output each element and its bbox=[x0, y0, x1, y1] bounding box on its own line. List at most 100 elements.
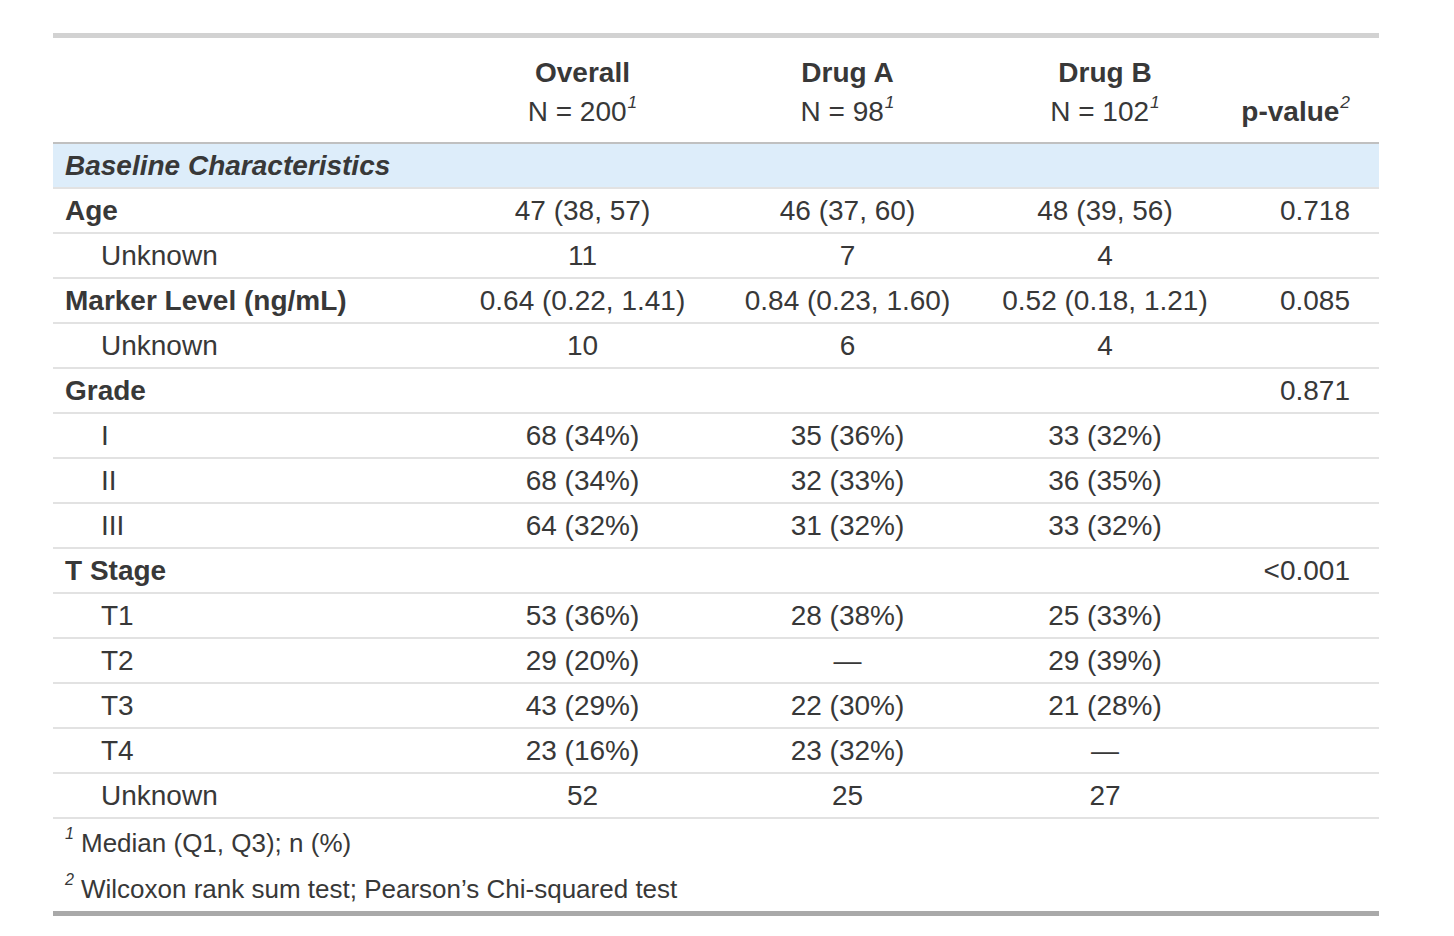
row-label: Age bbox=[53, 188, 450, 233]
stat-cell-overall: 10 bbox=[450, 323, 715, 368]
row-label: Marker Level (ng/mL) bbox=[53, 278, 450, 323]
footnote-row: 2 Wilcoxon rank sum test; Pearson’s Chi-s… bbox=[53, 865, 1379, 914]
row-label: Grade bbox=[53, 368, 450, 413]
p-value-cell bbox=[1230, 233, 1379, 278]
footnote-text: Wilcoxon rank sum test; Pearson’s Chi-sq… bbox=[81, 873, 677, 903]
stat-cell-overall: 29 (20%) bbox=[450, 638, 715, 683]
column-header-overall: Overall N = 2001 bbox=[450, 36, 715, 144]
stat-cell-drug-a: 46 (37, 60) bbox=[715, 188, 980, 233]
stat-cell-overall: 0.64 (0.22, 1.41) bbox=[450, 278, 715, 323]
stat-cell-drug-a: 35 (36%) bbox=[715, 413, 980, 458]
table-row: T3 43 (29%) 22 (30%) 21 (28%) bbox=[53, 683, 1379, 728]
stat-cell-drug-b: 25 (33%) bbox=[980, 593, 1230, 638]
stat-cell-drug-b: 36 (35%) bbox=[980, 458, 1230, 503]
table-row: Grade 0.871 bbox=[53, 368, 1379, 413]
stat-cell-drug-a: 23 (32%) bbox=[715, 728, 980, 773]
stat-cell-drug-a bbox=[715, 548, 980, 593]
stat-cell-drug-a: 31 (32%) bbox=[715, 503, 980, 548]
summary-table: Overall N = 2001 Drug A N = 981 Drug B N… bbox=[53, 33, 1379, 916]
p-value-cell bbox=[1230, 773, 1379, 818]
p-value-cell: 0.718 bbox=[1230, 188, 1379, 233]
stat-cell-overall: 23 (16%) bbox=[450, 728, 715, 773]
stat-cell-overall bbox=[450, 548, 715, 593]
row-label: T2 bbox=[53, 638, 450, 683]
column-header-drug-b: Drug B N = 1021 bbox=[980, 36, 1230, 144]
stat-cell-drug-a: — bbox=[715, 638, 980, 683]
stat-cell-drug-a bbox=[715, 368, 980, 413]
stat-cell-overall: 68 (34%) bbox=[450, 413, 715, 458]
footnote-mark: 1 bbox=[65, 824, 74, 842]
stat-cell-drug-b: 29 (39%) bbox=[980, 638, 1230, 683]
stat-cell-drug-b: — bbox=[980, 728, 1230, 773]
stat-cell-drug-a: 25 bbox=[715, 773, 980, 818]
stat-cell-drug-b: 21 (28%) bbox=[980, 683, 1230, 728]
stat-cell-overall: 52 bbox=[450, 773, 715, 818]
row-label: T Stage bbox=[53, 548, 450, 593]
stat-cell-overall: 47 (38, 57) bbox=[450, 188, 715, 233]
footnote-text: Median (Q1, Q3); n (%) bbox=[81, 827, 351, 857]
p-value-cell bbox=[1230, 593, 1379, 638]
p-value-cell bbox=[1230, 458, 1379, 503]
table-row: III 64 (32%) 31 (32%) 33 (32%) bbox=[53, 503, 1379, 548]
p-value-cell bbox=[1230, 413, 1379, 458]
stat-cell-overall: 64 (32%) bbox=[450, 503, 715, 548]
stat-cell-drug-b bbox=[980, 368, 1230, 413]
column-header-p-value: p-value2 bbox=[1230, 36, 1379, 144]
stat-cell-drug-b bbox=[980, 548, 1230, 593]
p-value-cell: <0.001 bbox=[1230, 548, 1379, 593]
table-footnotes: 1 Median (Q1, Q3); n (%) 2 Wilcoxon rank s… bbox=[53, 818, 1379, 914]
stat-cell-drug-a: 22 (30%) bbox=[715, 683, 980, 728]
table-row: I 68 (34%) 35 (36%) 33 (32%) bbox=[53, 413, 1379, 458]
p-value-cell bbox=[1230, 683, 1379, 728]
stat-cell-overall: 68 (34%) bbox=[450, 458, 715, 503]
column-n: N = 200 bbox=[528, 96, 627, 127]
stat-cell-drug-a: 32 (33%) bbox=[715, 458, 980, 503]
stat-cell-overall: 11 bbox=[450, 233, 715, 278]
table-row: Unknown 11 7 4 bbox=[53, 233, 1379, 278]
column-title: Drug A bbox=[721, 56, 974, 89]
row-label: II bbox=[53, 458, 450, 503]
table-row: II 68 (34%) 32 (33%) 36 (35%) bbox=[53, 458, 1379, 503]
table-row: T Stage <0.001 bbox=[53, 548, 1379, 593]
column-title: Drug B bbox=[986, 56, 1224, 89]
stat-cell-drug-b: 27 bbox=[980, 773, 1230, 818]
row-label: I bbox=[53, 413, 450, 458]
stat-cell-drug-b: 48 (39, 56) bbox=[980, 188, 1230, 233]
stat-cell-drug-a: 6 bbox=[715, 323, 980, 368]
stat-cell-overall: 53 (36%) bbox=[450, 593, 715, 638]
row-label: Unknown bbox=[53, 773, 450, 818]
stat-cell-drug-b: 4 bbox=[980, 323, 1230, 368]
footnote-mark: 1 bbox=[885, 92, 895, 112]
column-title: Overall bbox=[456, 56, 709, 89]
stat-cell-drug-a: 0.84 (0.23, 1.60) bbox=[715, 278, 980, 323]
column-header-drug-a: Drug A N = 981 bbox=[715, 36, 980, 144]
footnote-mark: 1 bbox=[1150, 92, 1160, 112]
stat-cell-overall bbox=[450, 368, 715, 413]
p-value-cell: 0.871 bbox=[1230, 368, 1379, 413]
section-header-row: Baseline Characteristics bbox=[53, 143, 1379, 188]
column-header-label bbox=[53, 36, 450, 144]
row-label: T4 bbox=[53, 728, 450, 773]
row-label: Unknown bbox=[53, 233, 450, 278]
stat-cell-drug-b: 4 bbox=[980, 233, 1230, 278]
table-body: Baseline Characteristics Age 47 (38, 57)… bbox=[53, 143, 1379, 818]
p-value-cell bbox=[1230, 503, 1379, 548]
p-value-cell: 0.085 bbox=[1230, 278, 1379, 323]
stat-cell-drug-b: 0.52 (0.18, 1.21) bbox=[980, 278, 1230, 323]
footnote-mark: 2 bbox=[1340, 92, 1350, 112]
table-row: Unknown 52 25 27 bbox=[53, 773, 1379, 818]
p-value-cell bbox=[1230, 638, 1379, 683]
footnote-mark: 2 bbox=[65, 870, 74, 888]
column-n: N = 102 bbox=[1050, 96, 1149, 127]
stat-cell-overall: 43 (29%) bbox=[450, 683, 715, 728]
stat-cell-drug-b: 33 (32%) bbox=[980, 413, 1230, 458]
column-n: N = 98 bbox=[801, 96, 884, 127]
stat-cell-drug-b: 33 (32%) bbox=[980, 503, 1230, 548]
table-row: T4 23 (16%) 23 (32%) — bbox=[53, 728, 1379, 773]
table-row: Age 47 (38, 57) 46 (37, 60) 48 (39, 56) … bbox=[53, 188, 1379, 233]
table-row: T2 29 (20%) — 29 (39%) bbox=[53, 638, 1379, 683]
p-value-cell bbox=[1230, 323, 1379, 368]
column-title: p-value bbox=[1241, 96, 1339, 127]
section-header-label: Baseline Characteristics bbox=[53, 143, 1379, 188]
row-label: Unknown bbox=[53, 323, 450, 368]
